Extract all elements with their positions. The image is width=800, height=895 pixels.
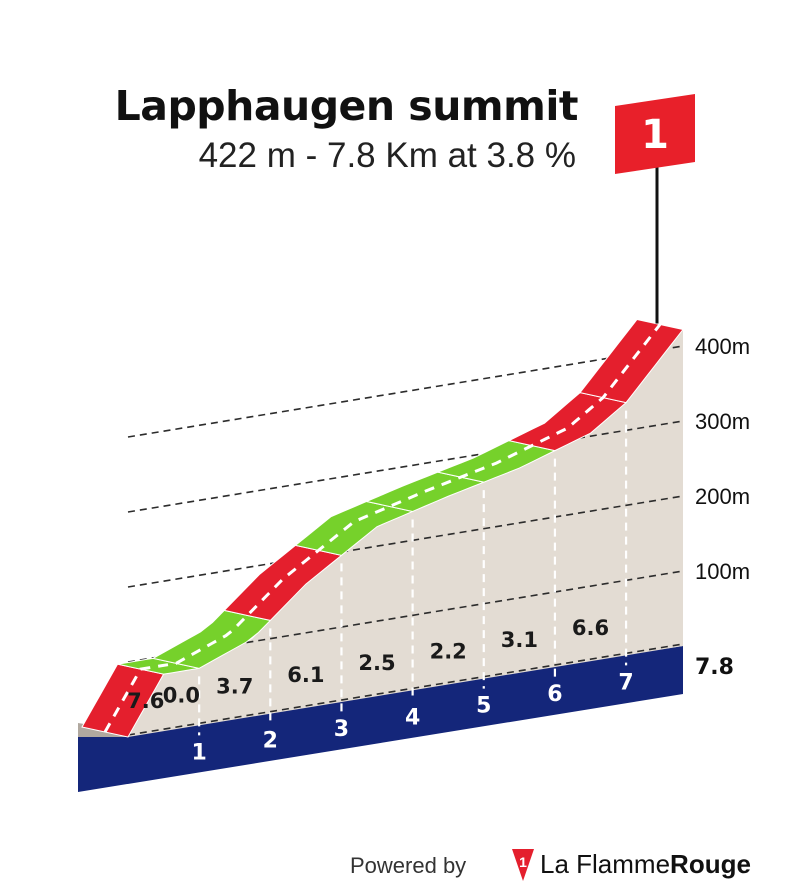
km-marker-label: 5 <box>476 694 491 719</box>
km-marker-label: 6 <box>547 682 562 707</box>
flame-rouge-logo-icon: 1 <box>512 849 534 881</box>
gradient-label: 2.5 <box>358 651 395 675</box>
elevation-gridline <box>127 570 684 663</box>
km-marker-label: 2 <box>263 729 278 754</box>
y-tick-label: 200m <box>695 484 750 509</box>
elevation-gridline <box>127 495 684 588</box>
footer: Powered by 1 La FlammeRouge <box>350 845 800 889</box>
distance-band <box>78 646 683 792</box>
km-marker-label: 4 <box>405 705 420 730</box>
km-marker-label: 3 <box>334 717 349 742</box>
summit-flag-label: 1 <box>641 112 669 158</box>
y-tick-label: 300m <box>695 409 750 434</box>
distance-end-label: 7.8 <box>695 655 734 680</box>
powered-by-text: Powered by <box>350 853 467 878</box>
gradient-label: 7.6 <box>127 689 164 713</box>
y-tick-label: 400m <box>695 334 750 359</box>
elevation-gridline <box>127 420 684 513</box>
gradient-label: 3.1 <box>501 628 538 652</box>
gradient-label: 6.1 <box>287 663 324 687</box>
logo-glyph: 1 <box>519 854 527 870</box>
profile-title: Lapphaugen summit <box>114 82 579 130</box>
profile-area <box>128 329 683 737</box>
summit-flag <box>615 94 695 174</box>
brand-name-regular: La Flamme <box>540 849 671 879</box>
km-marker-label: 7 <box>618 670 633 695</box>
gradient-label: 0.0 <box>163 683 200 707</box>
baseline-gridline <box>127 643 684 736</box>
brand-name[interactable]: La FlammeRouge <box>540 849 751 880</box>
gradient-label: 3.7 <box>216 675 253 699</box>
brand-name-bold: Rouge <box>670 849 751 879</box>
km-marker-label: 1 <box>191 740 206 765</box>
profile-subtitle: 422 m - 7.8 Km at 3.8 % <box>198 136 576 175</box>
gradient-segment <box>579 318 684 404</box>
gradient-label: 2.2 <box>430 640 467 664</box>
elevation-gridline <box>127 345 684 438</box>
gradient-label: 6.6 <box>572 616 609 640</box>
road-centre-line <box>103 323 662 733</box>
y-tick-label: 100m <box>695 559 750 584</box>
